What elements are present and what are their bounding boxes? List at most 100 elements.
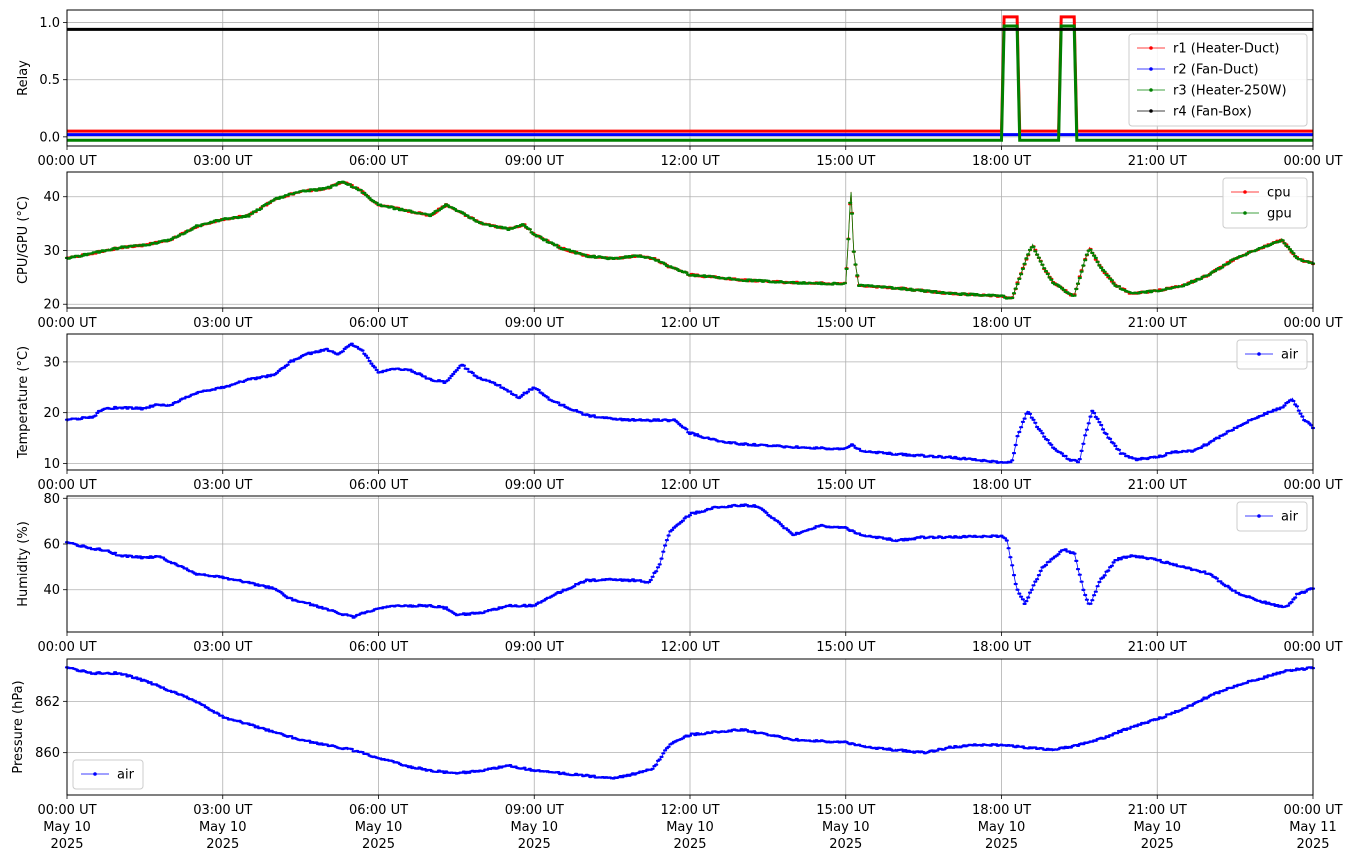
legend: air xyxy=(1236,501,1308,532)
y-tick-label: 40 xyxy=(43,190,60,205)
x-tick-label: 06:00 UT xyxy=(349,316,408,331)
legend-swatch-marker xyxy=(1149,67,1153,71)
x-tick-label: 00:00 UT xyxy=(37,478,96,493)
x-tick-label: 21:00 UT xyxy=(1128,316,1187,331)
x-tick-label: 21:00 UT xyxy=(1128,154,1187,169)
x-tick-year-label: 2025 xyxy=(673,837,706,852)
x-tick-label: 00:00 UT xyxy=(37,154,96,169)
x-tick-label: 03:00 UT xyxy=(193,803,252,818)
legend-label: air xyxy=(117,768,135,783)
x-tick-label: 09:00 UT xyxy=(505,640,564,655)
x-tick-label: 15:00 UT xyxy=(816,316,875,331)
x-tick-label: 18:00 UT xyxy=(972,316,1031,331)
x-tick-year-label: 2025 xyxy=(206,837,239,852)
legend: cpu gpu xyxy=(1222,177,1308,229)
chart-panel-3: 10 20 30 00:00 UT 03:00 UT 06:00 UT 09:00 UT 12… xyxy=(16,333,1343,493)
x-tick-date-label: May 10 xyxy=(822,820,870,835)
y-tick-label: 862 xyxy=(35,695,60,710)
x-tick-label: 00:00 UT xyxy=(37,803,96,818)
x-tick-label: 12:00 UT xyxy=(660,640,719,655)
x-tick-date-label: May 11 xyxy=(1289,820,1337,835)
y-axis-label: Pressure (hPa) xyxy=(11,680,26,773)
legend-label: r4 (Fan-Box) xyxy=(1173,105,1252,120)
legend-box xyxy=(1128,33,1308,127)
legend-label: r2 (Fan-Duct) xyxy=(1173,63,1259,78)
legend-label: r3 (Heater-250W) xyxy=(1173,84,1287,99)
chart-panel-5: 860 862 00:00 UT May 10 2025 03:00 UT May 10 20… xyxy=(11,658,1343,852)
legend-swatch-marker xyxy=(1257,352,1261,356)
x-tick-date-label: May 10 xyxy=(355,820,403,835)
legend-box xyxy=(1222,177,1308,229)
x-tick-date-label: May 10 xyxy=(199,820,247,835)
y-axis-label: Relay xyxy=(16,60,31,96)
x-tick-label: 15:00 UT xyxy=(816,640,875,655)
x-tick-label: 06:00 UT xyxy=(349,154,408,169)
legend-box xyxy=(72,759,144,790)
x-tick-label: 00:00 UT xyxy=(37,316,96,331)
legend-label: cpu xyxy=(1267,186,1291,201)
x-tick-label: 03:00 UT xyxy=(193,154,252,169)
x-tick-date-label: May 10 xyxy=(666,820,714,835)
x-tick-date-label: May 10 xyxy=(978,820,1026,835)
x-tick-label: 00:00 UT xyxy=(1283,316,1342,331)
x-tick-label: 00:00 UT xyxy=(1283,640,1342,655)
x-tick-label: 09:00 UT xyxy=(505,154,564,169)
x-tick-label: 06:00 UT xyxy=(349,640,408,655)
legend-swatch-marker xyxy=(93,772,97,776)
legend-swatch-marker xyxy=(1149,88,1153,92)
legend: air xyxy=(1236,339,1308,370)
x-tick-label: 06:00 UT xyxy=(349,803,408,818)
series-line-r3 xyxy=(67,24,1313,142)
chart-panel-4: 40 60 80 00:00 UT 03:00 UT 06:00 UT 09:00 UT 12… xyxy=(16,492,1343,655)
x-tick-label: 00:00 UT xyxy=(1283,478,1342,493)
x-tick-label: 09:00 UT xyxy=(505,478,564,493)
x-tick-label: 03:00 UT xyxy=(193,478,252,493)
chart-panel-1: 0.0 0.5 1.0 00:00 UT 03:00 UT 06:00 UT 09:00 U… xyxy=(16,9,1343,169)
legend: air xyxy=(72,759,144,790)
y-axis-label: Temperature (°C) xyxy=(16,346,31,459)
y-tick-label: 80 xyxy=(43,492,60,507)
y-tick-label: 10 xyxy=(43,457,60,472)
x-tick-label: 21:00 UT xyxy=(1128,640,1187,655)
y-axis-label: CPU/GPU (°C) xyxy=(16,196,31,284)
legend-box xyxy=(1236,501,1308,532)
x-tick-label: 18:00 UT xyxy=(972,478,1031,493)
legend-label: air xyxy=(1281,348,1299,363)
y-axis-label: Humidity (%) xyxy=(16,521,31,607)
y-tick-label: 0.0 xyxy=(39,130,60,145)
x-tick-label: 21:00 UT xyxy=(1128,803,1187,818)
x-tick-label: 00:00 UT xyxy=(1283,803,1342,818)
x-tick-year-label: 2025 xyxy=(50,837,83,852)
y-tick-label: 60 xyxy=(43,538,60,553)
x-tick-year-label: 2025 xyxy=(1296,837,1329,852)
data-series xyxy=(67,15,1313,142)
y-tick-label: 20 xyxy=(43,298,60,313)
legend-label: gpu xyxy=(1267,207,1292,222)
y-tick-label: 860 xyxy=(35,746,60,761)
x-tick-label: 15:00 UT xyxy=(816,154,875,169)
x-tick-label: 18:00 UT xyxy=(972,154,1031,169)
y-tick-label: 20 xyxy=(43,406,60,421)
x-tick-label: 12:00 UT xyxy=(660,154,719,169)
x-tick-year-label: 2025 xyxy=(1141,837,1174,852)
x-tick-label: 00:00 UT xyxy=(37,640,96,655)
x-tick-year-label: 2025 xyxy=(518,837,551,852)
x-tick-label: 00:00 UT xyxy=(1283,154,1342,169)
y-tick-label: 40 xyxy=(43,583,60,598)
legend-swatch-marker xyxy=(1243,190,1247,194)
x-tick-label: 21:00 UT xyxy=(1128,478,1187,493)
x-tick-label: 18:00 UT xyxy=(972,640,1031,655)
x-tick-label: 15:00 UT xyxy=(816,803,875,818)
legend-box xyxy=(1236,339,1308,370)
y-tick-label: 0.5 xyxy=(39,73,60,88)
y-tick-label: 30 xyxy=(43,244,60,259)
x-tick-label: 09:00 UT xyxy=(505,316,564,331)
legend-label: air xyxy=(1281,510,1299,525)
x-tick-label: 12:00 UT xyxy=(660,478,719,493)
x-tick-year-label: 2025 xyxy=(362,837,395,852)
x-tick-year-label: 2025 xyxy=(985,837,1018,852)
y-tick-label: 30 xyxy=(43,355,60,370)
legend-label: r1 (Heater-Duct) xyxy=(1173,42,1279,57)
legend-swatch-marker xyxy=(1149,109,1153,113)
